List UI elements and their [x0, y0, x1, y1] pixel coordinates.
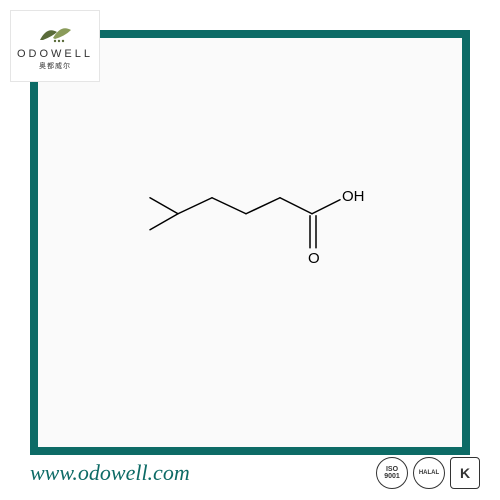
oxygen-label: O [308, 249, 320, 266]
certification-badges: ISO9001 HALAL K [376, 457, 480, 489]
footer-bar: www.odowell.com ISO9001 HALAL K [0, 450, 500, 500]
website-url: www.odowell.com [30, 460, 376, 486]
molecular-structure: OH O [140, 179, 360, 294]
iso-badge: ISO9001 [376, 457, 408, 489]
halal-badge: HALAL [413, 457, 445, 489]
content-area: OH O [38, 38, 462, 447]
logo-leaf-icon [35, 22, 75, 46]
kosher-badge: K [450, 457, 480, 489]
hydroxyl-label: OH [342, 187, 365, 204]
brand-name: ODOWELL [17, 48, 93, 60]
brand-subtitle: 奥都威尔 [39, 61, 71, 71]
brand-logo: ODOWELL 奥都威尔 [10, 10, 100, 82]
